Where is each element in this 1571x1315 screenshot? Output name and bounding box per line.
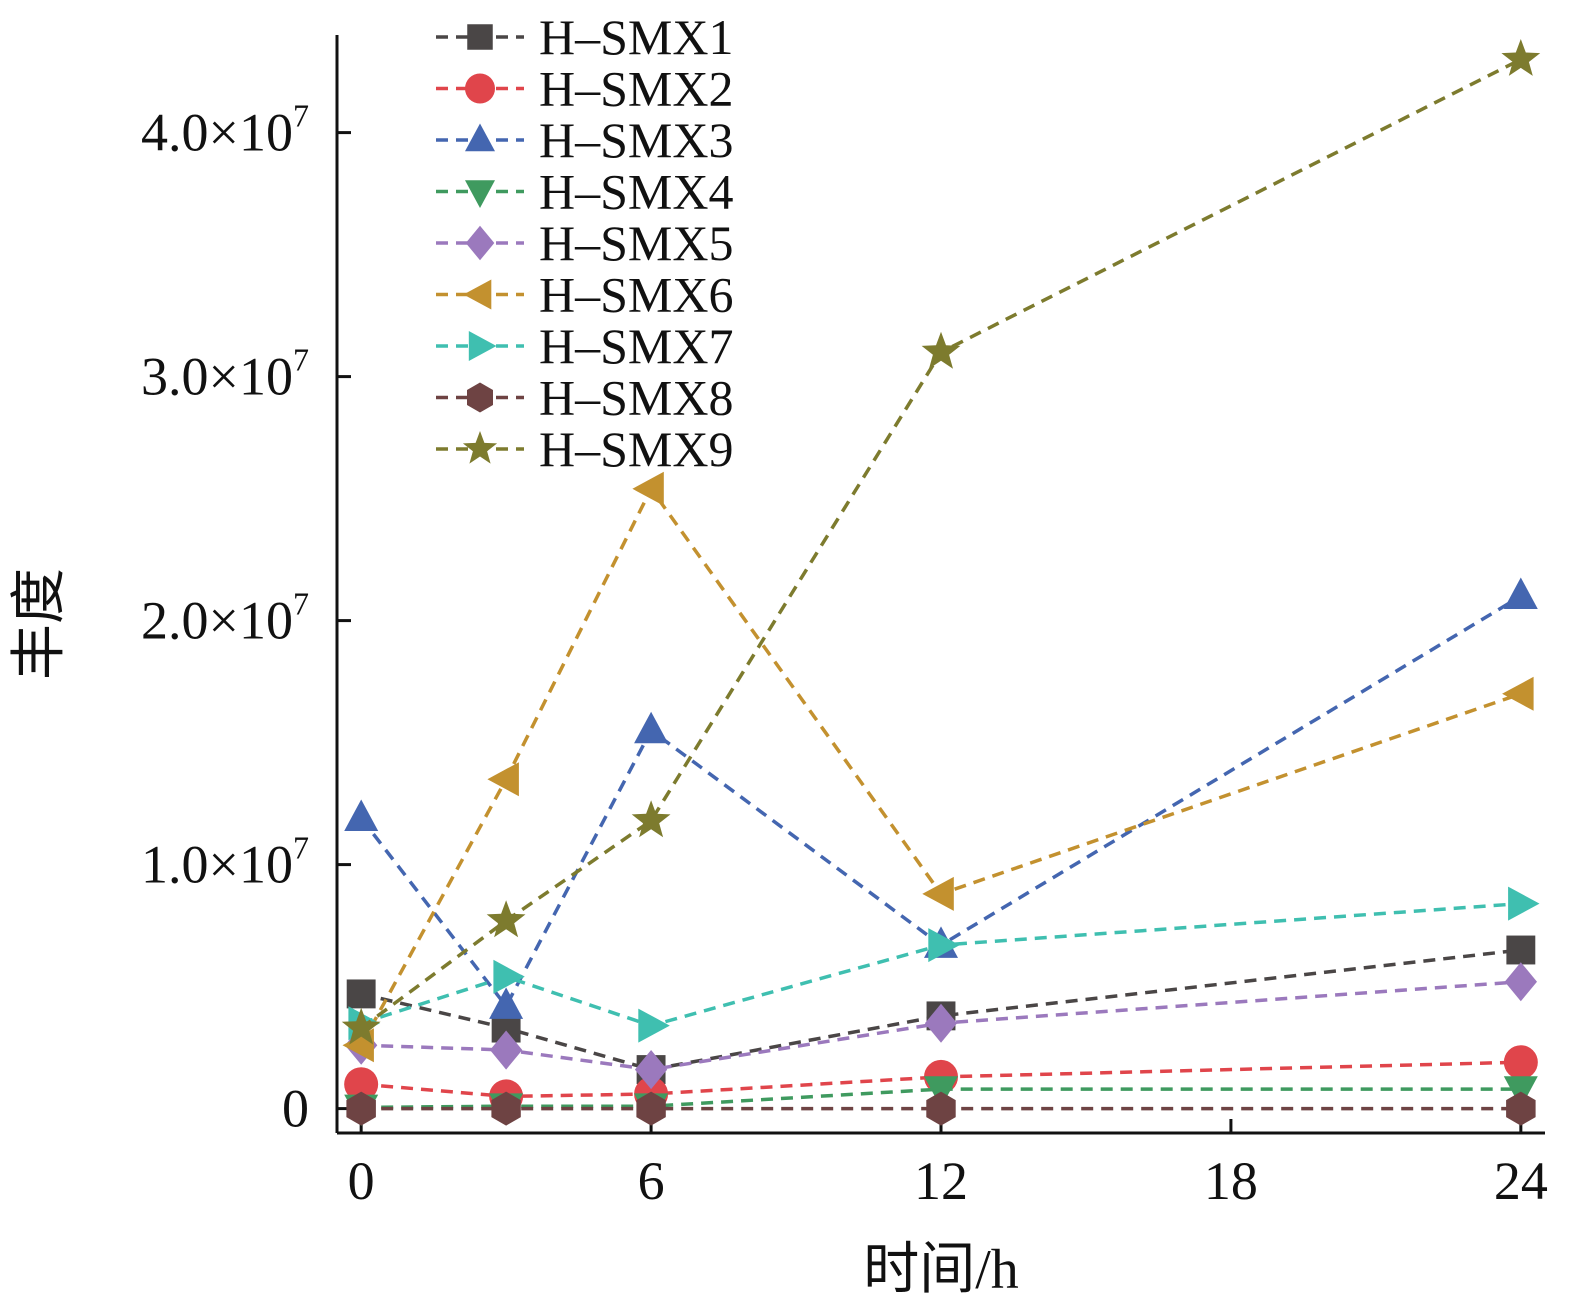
legend-marker <box>465 225 495 261</box>
data-point <box>1501 39 1541 76</box>
data-point <box>928 928 960 963</box>
legend-item: H–SMX3 <box>436 112 733 168</box>
data-point <box>1506 935 1536 965</box>
legend-label: H–SMX8 <box>539 370 733 426</box>
series-8 <box>346 1091 1536 1126</box>
x-tick-label: 18 <box>1204 1151 1258 1211</box>
legend-marker <box>467 24 493 50</box>
legend-marker <box>465 123 495 152</box>
legend-item: H–SMX1 <box>436 9 733 65</box>
legend-item: H–SMX7 <box>436 318 733 374</box>
data-point <box>490 1030 523 1070</box>
y-axis-title: 丰度 <box>9 568 71 680</box>
data-point <box>921 331 961 369</box>
data-point <box>926 1091 956 1126</box>
data-point <box>1508 886 1540 921</box>
y-tick-label: 2.0×107 <box>141 586 309 651</box>
legend-marker <box>467 382 493 413</box>
series-6 <box>342 471 1534 1063</box>
y-tick-label: 4.0×107 <box>141 98 309 163</box>
series-line <box>360 948 1521 1072</box>
data-point <box>1503 577 1538 609</box>
legend-label: H–SMX2 <box>539 61 733 117</box>
legend-label: H–SMX1 <box>539 9 733 65</box>
data-point <box>1502 676 1534 711</box>
data-point <box>632 471 664 506</box>
data-point <box>341 1007 381 1045</box>
legend-label: H–SMX5 <box>539 215 733 271</box>
data-point <box>346 979 376 1009</box>
legend-marker <box>463 279 492 310</box>
legend-item: H–SMX8 <box>436 370 733 426</box>
legend-label: H–SMX6 <box>539 267 733 323</box>
legend-label: H–SMX3 <box>539 112 733 168</box>
legend-marker <box>465 180 495 208</box>
data-point <box>489 987 524 1019</box>
data-point <box>487 762 519 797</box>
data-point <box>344 799 379 831</box>
data-point <box>486 900 526 938</box>
data-point <box>638 1008 670 1043</box>
data-point <box>631 800 671 838</box>
data-point <box>1506 1091 1536 1126</box>
data-point <box>924 1003 958 1043</box>
legend-item: H–SMX9 <box>436 421 733 477</box>
legend-label: H–SMX9 <box>539 421 733 477</box>
y-tick-label: 0 <box>282 1079 309 1139</box>
legend-item: H–SMX6 <box>436 267 733 323</box>
legend-item: H–SMX2 <box>436 61 733 117</box>
data-point <box>634 711 669 744</box>
legend-label: H–SMX4 <box>539 164 733 220</box>
series-line <box>359 485 1522 1047</box>
data-point <box>634 1050 668 1090</box>
legend-marker <box>462 431 498 464</box>
data-point <box>1503 1045 1538 1080</box>
legend-marker <box>468 331 497 361</box>
x-tick-label: 24 <box>1494 1151 1548 1211</box>
series-layer <box>341 39 1541 1127</box>
data-point <box>491 1091 521 1126</box>
axes: 0 6 12 18 24 0 1.0×107 2.0×107 3.0×107 4.0×107 <box>141 35 1548 1211</box>
y-tick-label: 1.0×107 <box>141 830 309 895</box>
data-point <box>636 1091 666 1126</box>
data-point <box>922 876 954 911</box>
data-point <box>344 1067 379 1102</box>
legend-marker <box>465 73 495 104</box>
legend-label: H–SMX7 <box>539 318 733 374</box>
series-line <box>360 57 1522 1030</box>
series-9 <box>341 39 1541 1045</box>
data-point <box>1504 962 1537 1002</box>
x-tick-label: 0 <box>348 1151 375 1211</box>
x-tick-label: 12 <box>914 1151 968 1211</box>
x-tick-label: 6 <box>638 1151 665 1211</box>
data-point <box>493 959 525 994</box>
y-tick-label: 3.0×107 <box>141 342 309 407</box>
legend: H–SMX1H–SMX2H–SMX3H–SMX4H–SMX5H–SMX6H–SM… <box>436 9 733 477</box>
x-axis-title: 时间/h <box>863 1239 1019 1301</box>
legend-item: H–SMX4 <box>436 164 733 220</box>
legend-item: H–SMX5 <box>436 215 733 271</box>
data-point <box>346 1091 376 1126</box>
